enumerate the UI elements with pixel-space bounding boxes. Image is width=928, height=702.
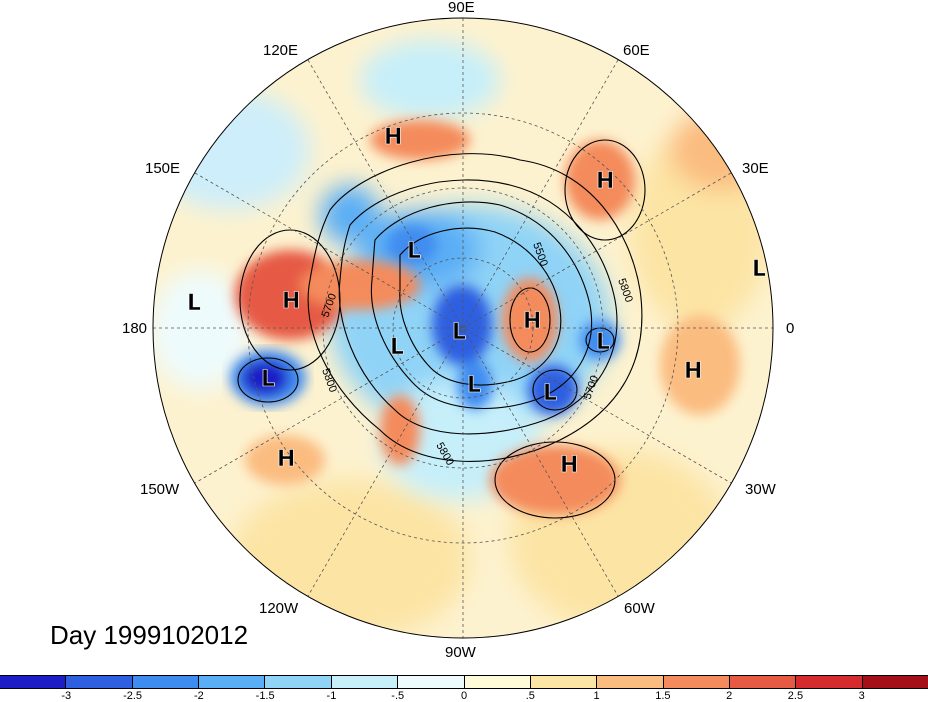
low-center-label: L xyxy=(543,381,557,406)
colorbar xyxy=(0,675,928,689)
colorbar-swatch xyxy=(331,676,399,688)
colorbar-swatch xyxy=(796,676,863,688)
lon-label-120e: 120E xyxy=(263,42,299,59)
colorbar-swatch xyxy=(66,676,133,688)
colorbar-tick-label: -1.5 xyxy=(255,690,275,702)
colorbar-swatch xyxy=(132,676,200,688)
low-center-label: L xyxy=(187,291,201,316)
low-center-label: L xyxy=(596,330,610,355)
lon-label-60e: 60E xyxy=(623,42,650,59)
colorbar-swatch xyxy=(398,676,465,688)
high-center-label: H xyxy=(277,447,295,472)
lon-label-30w: 30W xyxy=(745,481,776,498)
colorbar-tick-label: -.5 xyxy=(391,690,405,702)
lon-label-90e: 90E xyxy=(448,0,475,16)
high-center-label: H xyxy=(596,169,614,194)
colorbar-swatch xyxy=(199,676,266,688)
map-title: Day 1999102012 xyxy=(50,620,249,650)
colorbar-swatch xyxy=(597,676,664,688)
lon-label-180: 180 xyxy=(122,320,148,337)
low-center-label: L xyxy=(261,367,275,392)
colorbar-tick-label: -2.5 xyxy=(123,690,143,702)
high-center-label: H xyxy=(684,359,702,384)
low-center-label: L xyxy=(390,335,404,360)
graticule xyxy=(153,18,773,638)
lon-label-120w: 120W xyxy=(259,600,299,617)
lon-label-30e: 30E xyxy=(742,160,769,177)
lon-label-150e: 150E xyxy=(145,160,181,177)
high-center-label: H xyxy=(523,309,541,334)
low-center-label: L xyxy=(452,320,466,345)
low-center-label: L xyxy=(752,257,766,282)
map-border xyxy=(152,17,774,639)
lon-label-60w: 60W xyxy=(624,600,655,617)
low-center-label: L xyxy=(407,239,421,264)
colorbar-swatch xyxy=(530,676,598,688)
colorbar-swatch xyxy=(862,676,928,688)
colorbar-tick-label: .5 xyxy=(525,690,535,702)
colorbar-tick-label: -1 xyxy=(326,690,337,702)
colorbar-swatch xyxy=(729,676,797,688)
colorbar-tick-label: 0 xyxy=(460,690,468,702)
colorbar-swatch xyxy=(0,676,67,688)
height-contours xyxy=(237,139,646,519)
high-center-label: H xyxy=(282,289,300,314)
colorbar-tick-label: 2 xyxy=(726,690,733,702)
colorbar-tick-label: -3 xyxy=(61,690,72,702)
colorbar-tick-label: 2.5 xyxy=(787,690,804,702)
colorbar-tick-label: 1 xyxy=(593,690,600,702)
colorbar-swatch xyxy=(464,676,531,688)
low-center-label: L xyxy=(467,373,481,398)
lon-label-90w: 90W xyxy=(445,644,476,661)
lon-label-150w: 150W xyxy=(140,481,180,498)
colorbar-tick-label: 1.5 xyxy=(655,690,671,702)
colorbar-swatch xyxy=(663,676,730,688)
high-center-label: H xyxy=(560,453,578,478)
colorbar-tick-label: -2 xyxy=(193,690,204,702)
colorbar-tick-label: 3 xyxy=(858,690,865,702)
high-center-label: H xyxy=(384,125,402,150)
lon-label-0: 0 xyxy=(786,320,795,337)
colorbar-swatch xyxy=(265,676,332,688)
